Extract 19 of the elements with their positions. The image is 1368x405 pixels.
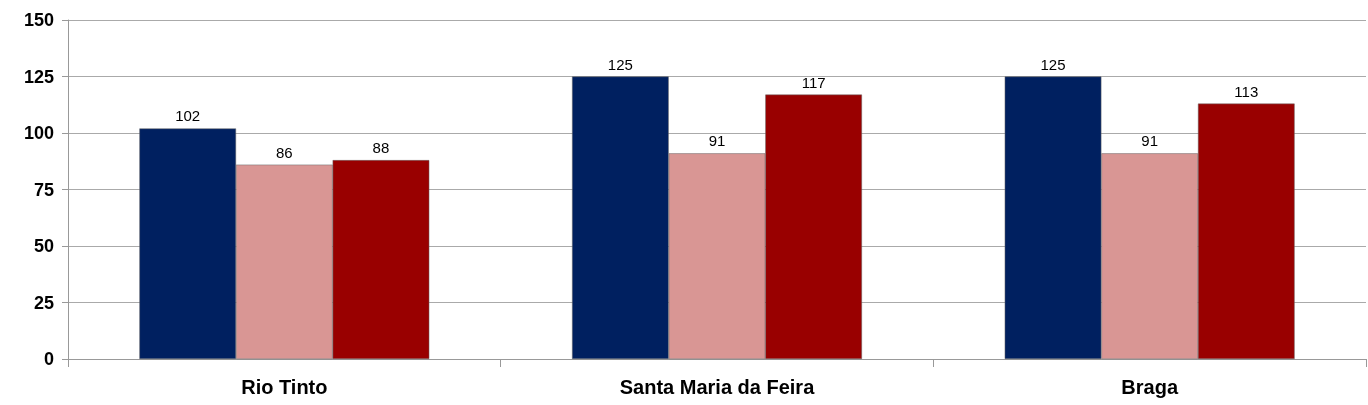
data-label: 125: [607, 55, 633, 73]
y-tick-label: 150: [23, 10, 54, 30]
y-tick-label: 25: [33, 292, 54, 313]
y-tick-label: 100: [23, 123, 54, 143]
data-label: 125: [1040, 55, 1066, 73]
data-label: 117: [801, 73, 826, 91]
y-tick-label: 75: [33, 179, 54, 200]
y-tick-label: 0: [43, 349, 54, 369]
y-tick-label: 50: [33, 236, 54, 256]
x-tick-label: Rio Tinto: [241, 376, 328, 398]
data-label: 113: [1234, 82, 1259, 100]
data-label: 86: [275, 143, 293, 161]
data-label: 88: [372, 139, 390, 157]
data-label: 91: [708, 132, 726, 150]
data-label: 91: [1141, 132, 1159, 150]
x-tick-label: Santa Maria da Feira: [619, 376, 816, 398]
y-tick-label: 125: [23, 66, 54, 87]
data-label: 102: [175, 107, 201, 125]
x-tick-label: Braga: [1121, 376, 1179, 398]
